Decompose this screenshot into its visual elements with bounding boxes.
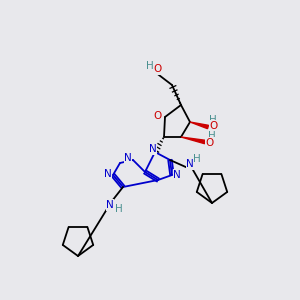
Text: H: H [208, 131, 216, 141]
Text: N: N [186, 159, 194, 169]
Text: H: H [209, 115, 217, 125]
Polygon shape [190, 122, 208, 129]
Text: N: N [173, 170, 181, 180]
Text: O: O [210, 121, 218, 131]
Text: N: N [149, 144, 157, 154]
Text: N: N [124, 153, 132, 163]
Text: O: O [206, 138, 214, 148]
Text: H: H [146, 61, 154, 71]
Text: H: H [115, 204, 123, 214]
Text: N: N [104, 169, 112, 179]
Text: N: N [106, 200, 114, 210]
Text: O: O [154, 64, 162, 74]
Text: O: O [154, 111, 162, 121]
Polygon shape [181, 137, 206, 144]
Text: H: H [193, 154, 201, 164]
